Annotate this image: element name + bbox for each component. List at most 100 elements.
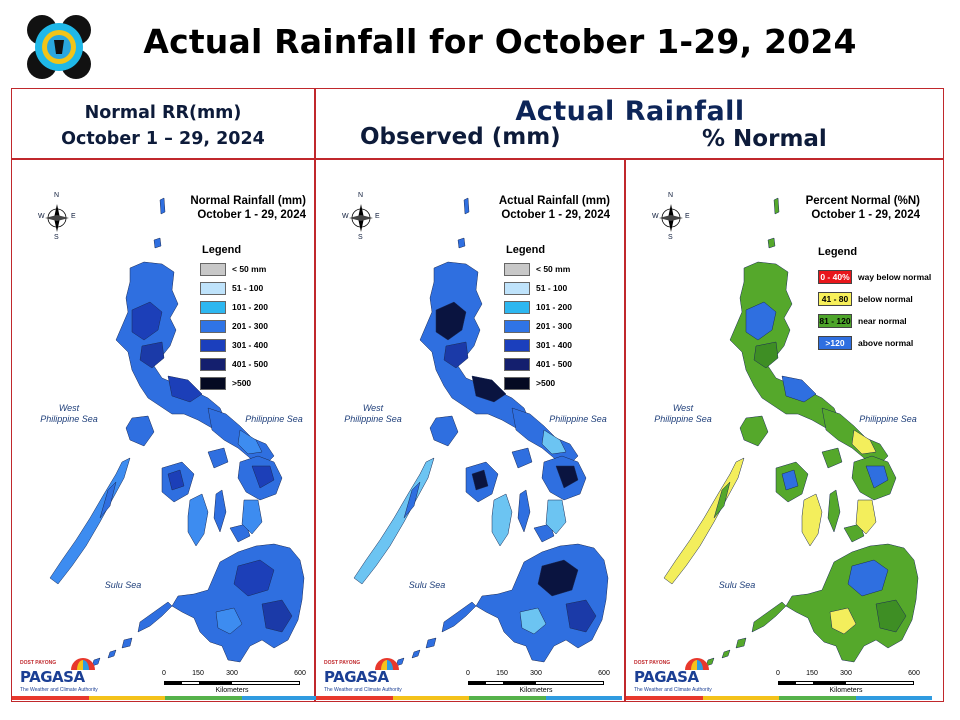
legend-swatch (504, 319, 530, 333)
scale-tick-label: 600 (908, 670, 920, 677)
legend-item: >120 above normal (818, 336, 913, 350)
scale-ticks: 0 150 300 600 (162, 670, 306, 680)
scale-unit: Kilometers (829, 687, 863, 694)
west-philippine-sea-label: West Philippine Sea (34, 403, 104, 425)
legend-swatch (200, 338, 226, 352)
map-region (847, 559, 889, 597)
map-region (49, 457, 131, 585)
umbrella-icon (685, 658, 709, 670)
brand-color-strip (626, 696, 932, 700)
legend-swatch (504, 300, 530, 314)
scale-tick-label: 0 (466, 670, 470, 677)
map-region (491, 493, 513, 547)
sulu-sea-label: Sulu Sea (104, 580, 142, 590)
map-region (107, 649, 117, 659)
compass-label-e: E (375, 213, 380, 220)
map-region (261, 599, 293, 633)
legend-item: >500 (504, 376, 555, 390)
pagasa-seal-icon (24, 12, 94, 82)
map-region (471, 375, 507, 403)
map-region (533, 523, 555, 543)
pagasa-wordmark: PAGASA (634, 668, 699, 686)
pagasa-tagline: The Weather and Climate Authority (324, 687, 402, 693)
legend-item: 301 - 400 (504, 338, 572, 352)
legend-label: 51 - 100 (536, 283, 568, 293)
map-region (241, 499, 263, 535)
legend-label: near normal (858, 316, 907, 326)
map-region (441, 601, 477, 633)
compass-label-s: S (358, 234, 363, 241)
sea-label-line2: Philippine Sea (344, 414, 402, 424)
map-region (875, 599, 907, 633)
philippines-map (663, 197, 919, 667)
map-region (213, 489, 227, 533)
legend-item: 401 - 500 (504, 357, 572, 371)
map-region (167, 375, 203, 403)
legend-swatch (504, 281, 530, 295)
legend-item: 0 - 40% way below normal (818, 270, 931, 284)
legend-title: Legend (506, 244, 546, 256)
west-philippine-sea-label: West Philippine Sea (648, 403, 718, 425)
divider-right (624, 159, 626, 702)
compass-icon: N S W E (38, 192, 76, 242)
map-region (713, 481, 731, 519)
legend-swatch (200, 300, 226, 314)
legend-item: 41 - 80 below normal (818, 292, 913, 306)
sulu-sea-label: Sulu Sea (718, 580, 756, 590)
map-region (721, 649, 731, 659)
scale-unit: Kilometers (519, 687, 553, 694)
map-region (751, 601, 787, 633)
legend-label: 301 - 400 (536, 340, 572, 350)
map-region (545, 499, 567, 535)
compass-label-s: S (668, 234, 673, 241)
map-region (773, 197, 780, 215)
legend-item: 51 - 100 (504, 281, 567, 295)
compass-label-e: E (71, 213, 76, 220)
legend-title: Legend (202, 244, 242, 256)
percent-normal-heading: % Normal (702, 126, 827, 152)
scale-tick-label: 300 (226, 670, 238, 677)
map-region (435, 301, 467, 341)
scale-bar-segments (778, 681, 914, 685)
panel-title: Normal Rainfall (mm) October 1 - 29, 2024 (122, 194, 306, 222)
scale-tick-label: 600 (598, 670, 610, 677)
scale-bar-segments (164, 681, 300, 685)
brand-color-strip (316, 696, 622, 700)
legend-label: 301 - 400 (232, 340, 268, 350)
west-philippine-sea-label: West Philippine Sea (338, 403, 408, 425)
legend-label: below normal (858, 294, 913, 304)
legend-label: way below normal (858, 272, 932, 282)
normal-heading-line1: Normal RR(mm) (84, 103, 242, 123)
compass-icon: N S W E (652, 192, 690, 242)
map-region (511, 447, 533, 469)
legend-label: 401 - 500 (536, 359, 572, 369)
scale-tick-label: 0 (776, 670, 780, 677)
map-panel-1: Normal Rainfall (mm) October 1 - 29, 2024… (12, 160, 318, 700)
actual-heading: Actual Rainfall (515, 96, 745, 127)
map-region (781, 375, 817, 403)
map-region (237, 429, 263, 455)
map-region (131, 301, 163, 341)
pagasa-tagline: The Weather and Climate Authority (634, 687, 712, 693)
umbrella-icon (71, 658, 95, 670)
scale-bar: 0 150 300 600 Kilometers (162, 670, 306, 700)
map-region (403, 481, 421, 519)
compass-label-e: E (685, 213, 690, 220)
map-region (843, 523, 865, 543)
map-region (541, 429, 567, 455)
compass-label-n: N (668, 192, 674, 199)
scale-tick-label: 300 (840, 670, 852, 677)
map-region (829, 607, 857, 635)
scale-tick-label: 600 (294, 670, 306, 677)
map-panel-2: Actual Rainfall (mm) October 1 - 29, 2024… (316, 160, 622, 700)
sea-label-line1: West (672, 403, 694, 413)
scale-ticks: 0 150 300 600 (776, 670, 920, 680)
legend-item: 201 - 300 (200, 319, 268, 333)
pagasa-wordmark: PAGASA (20, 668, 85, 686)
scale-tick-label: 300 (530, 670, 542, 677)
map-region (471, 469, 489, 491)
pagasa-logo: DOST PAYONG PAGASA The Weather and Climate… (18, 658, 98, 696)
pagasa-tagline: The Weather and Climate Authority (20, 687, 98, 693)
legend-label: 101 - 200 (536, 302, 572, 312)
legend-item: 201 - 300 (504, 319, 572, 333)
